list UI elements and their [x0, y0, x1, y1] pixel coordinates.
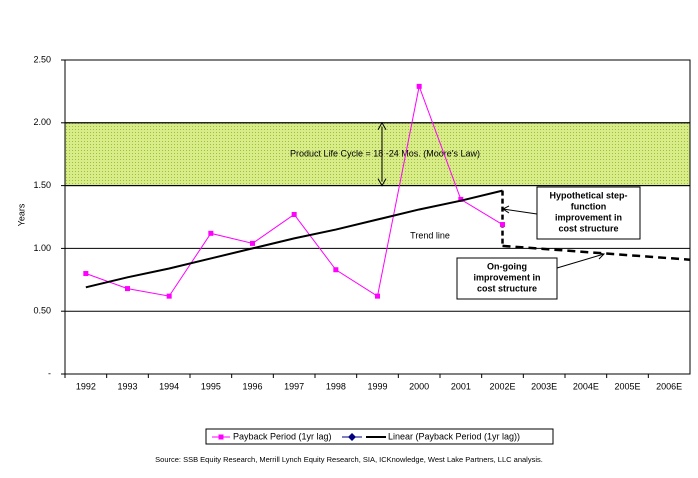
x-tick-label: 2002E	[489, 381, 515, 391]
step-box	[536, 186, 641, 240]
y-tick-label: 2.00	[33, 117, 51, 127]
legend-marker	[218, 434, 224, 440]
x-tick-label: 1993	[117, 381, 137, 391]
ongoing-box	[456, 257, 558, 300]
data-point	[166, 293, 172, 299]
x-tick-label: 1994	[159, 381, 179, 391]
x-tick-label: 2000	[409, 381, 429, 391]
data-point	[333, 267, 339, 273]
x-tick-label: 2001	[451, 381, 471, 391]
ongoing-text: On-going	[487, 261, 527, 271]
legend-label: Linear (Payback Period (1yr lag))	[388, 431, 520, 441]
ongoing-dash	[502, 244, 691, 261]
ongoing-text: cost structure	[477, 283, 537, 293]
legend-diamond	[348, 433, 356, 441]
step-text: function	[571, 201, 607, 211]
data-point	[208, 230, 214, 236]
y-tick-label: -	[48, 368, 51, 378]
y-tick-label: 1.00	[33, 243, 51, 253]
step-text: cost structure	[558, 223, 618, 233]
data-point	[416, 83, 422, 89]
data-point	[291, 211, 297, 217]
data-point	[83, 271, 89, 277]
step-text: Hypothetical step-	[549, 190, 627, 200]
data-point	[125, 286, 130, 292]
x-tick-label: 1992	[76, 381, 96, 391]
data-point	[375, 293, 380, 299]
x-tick-label: 2006E	[656, 381, 682, 391]
y-tick-label: 2.50	[33, 54, 51, 64]
band-label: Product Life Cycle = 18 -24 Mos. (Moore'…	[290, 149, 480, 159]
data-point	[250, 240, 255, 246]
data-point	[500, 222, 505, 228]
x-tick-label: 1997	[284, 381, 304, 391]
y-axis-label: Years	[16, 203, 26, 226]
source: Source: SSB Equity Research, Merrill Lyn…	[155, 455, 543, 464]
x-tick-label: 2005E	[614, 381, 640, 391]
series-line	[85, 189, 503, 289]
series-line	[85, 84, 503, 297]
x-tick-label: 1999	[367, 381, 387, 391]
y-tick-label: 1.50	[33, 180, 51, 190]
legend: Payback Period (1yr lag) Linear (Payback …	[205, 428, 554, 445]
y-tick-label: 0.50	[33, 306, 51, 316]
ongoing-text: improvement in	[473, 272, 540, 282]
x-tick-label: 1996	[242, 381, 262, 391]
trend-annotation: Trend line	[410, 230, 450, 240]
life-cycle-band	[64, 122, 691, 187]
ongoing-arrow	[556, 252, 606, 269]
step-text: improvement in	[555, 212, 622, 222]
x-tick-label: 2004E	[573, 381, 599, 391]
data-point	[458, 196, 464, 202]
x-tick-label: 2003E	[531, 381, 557, 391]
x-tick-label: 1995	[201, 381, 221, 391]
x-tick-label: 1998	[326, 381, 346, 391]
legend-label: Payback Period (1yr lag)	[233, 431, 332, 441]
step-arrow	[502, 205, 538, 215]
